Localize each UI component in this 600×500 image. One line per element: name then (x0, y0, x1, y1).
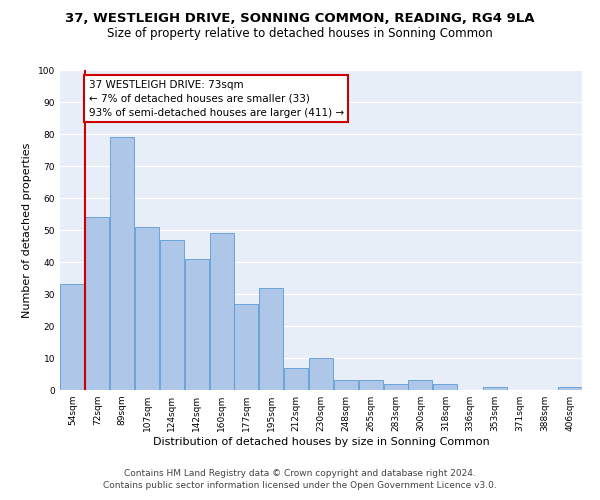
X-axis label: Distribution of detached houses by size in Sonning Common: Distribution of detached houses by size … (152, 437, 490, 447)
Bar (135, 227, 159, 390)
Bar (557, 387, 581, 390)
Bar (409, 380, 433, 390)
Bar (383, 384, 407, 390)
Bar (235, 304, 259, 390)
Bar (259, 288, 283, 390)
Bar (309, 358, 333, 390)
Bar (85, 217, 109, 390)
Bar (185, 259, 209, 390)
Text: Contains HM Land Registry data © Crown copyright and database right 2024.: Contains HM Land Registry data © Crown c… (124, 468, 476, 477)
Y-axis label: Number of detached properties: Number of detached properties (22, 142, 32, 318)
Bar (433, 384, 457, 390)
Text: 37 WESTLEIGH DRIVE: 73sqm
← 7% of detached houses are smaller (33)
93% of semi-d: 37 WESTLEIGH DRIVE: 73sqm ← 7% of detach… (89, 80, 344, 118)
Text: Contains public sector information licensed under the Open Government Licence v3: Contains public sector information licen… (103, 481, 497, 490)
Bar (483, 387, 507, 390)
Bar (160, 240, 184, 390)
Bar (110, 137, 134, 390)
Text: Size of property relative to detached houses in Sonning Common: Size of property relative to detached ho… (107, 28, 493, 40)
Bar (359, 380, 383, 390)
Bar (284, 368, 308, 390)
Bar (209, 233, 233, 390)
Text: 37, WESTLEIGH DRIVE, SONNING COMMON, READING, RG4 9LA: 37, WESTLEIGH DRIVE, SONNING COMMON, REA… (65, 12, 535, 26)
Bar (334, 380, 358, 390)
Bar (61, 284, 85, 390)
